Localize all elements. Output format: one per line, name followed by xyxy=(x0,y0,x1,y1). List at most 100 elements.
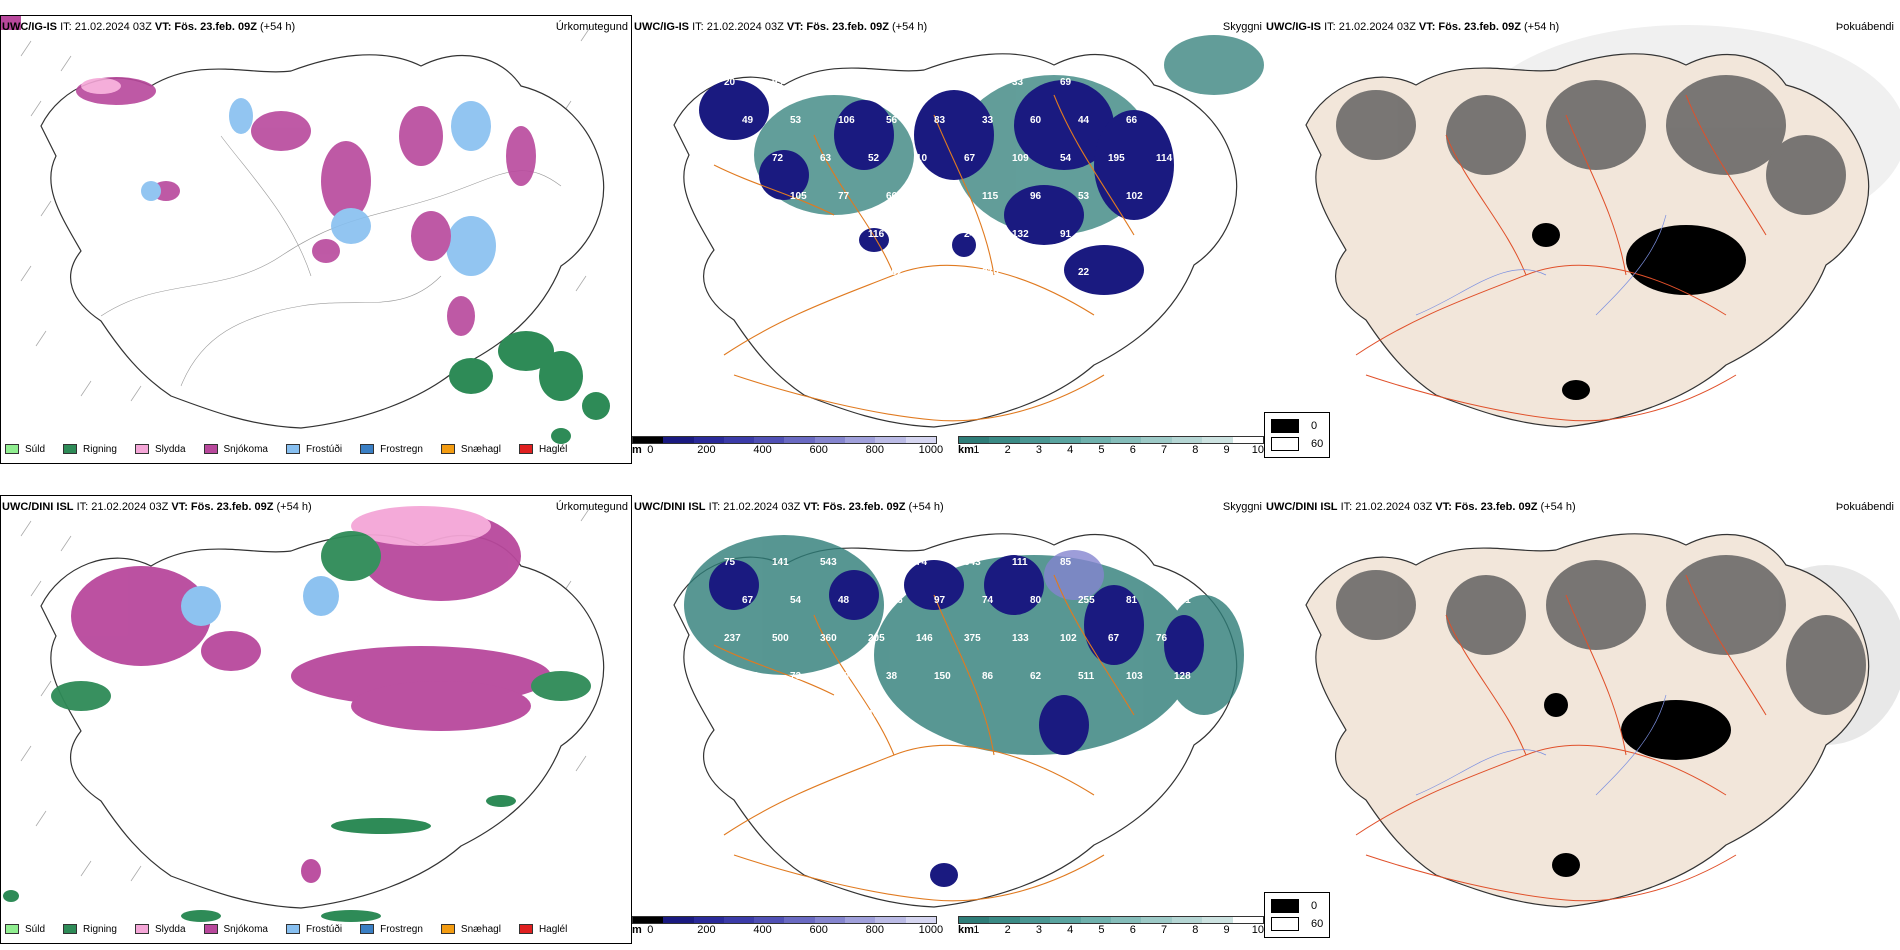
visibility-value: 33 xyxy=(1012,77,1024,88)
visibility-value: 543 xyxy=(820,557,837,568)
valid-time-label: VT: xyxy=(786,21,804,33)
visibility-value: 66 xyxy=(1126,115,1138,126)
legend-item: Rigning xyxy=(63,444,117,455)
colorbar-segment xyxy=(663,917,694,923)
m-ticks: m 0 200 400 600 800 1000 xyxy=(632,444,943,458)
scale-tick: 3 xyxy=(1035,924,1042,936)
visibility-value: 88 xyxy=(1156,77,1168,88)
visibility-value: 103 xyxy=(1126,671,1143,682)
visibility-value: 81 xyxy=(1108,557,1120,568)
legend-item: Snjókoma xyxy=(203,923,268,935)
scale-tick: 400 xyxy=(753,924,772,936)
legend-swatch xyxy=(203,444,218,454)
legend-label: Rigning xyxy=(83,923,117,935)
visibility-value: 81 xyxy=(1126,595,1138,606)
valid-time: Fös. 23.feb. 09Z xyxy=(822,501,906,513)
scale-tick: 4 xyxy=(1067,444,1074,456)
visibility-value: 66 xyxy=(886,191,898,202)
colorbar-segment xyxy=(1050,917,1081,923)
legend-label: Súld xyxy=(25,923,46,935)
visibility-value: 93 xyxy=(772,77,784,88)
legend-swatch xyxy=(5,924,19,934)
legend-swatch xyxy=(203,924,218,934)
init-time: IT: 21.02.2024 03Z xyxy=(76,501,169,513)
visibility-value: 48 xyxy=(838,595,850,606)
visibility-value: 111 xyxy=(1012,557,1028,568)
scale-tick: 8 xyxy=(1192,444,1199,456)
visibility-value: 131 xyxy=(916,229,933,240)
fog-legend-label: 0 xyxy=(1311,420,1318,432)
scale-tick: 600 xyxy=(809,924,828,936)
scale-tick: 6 xyxy=(1129,924,1136,936)
lead-time: (+54 h) xyxy=(1524,21,1560,33)
colorbar-segment xyxy=(1111,917,1142,923)
legend-swatch xyxy=(63,924,78,934)
m-colorbar xyxy=(632,436,937,444)
legend-item: Snæhagl xyxy=(440,923,501,935)
visibility-value: 69 xyxy=(1174,115,1186,126)
colorbar-segment xyxy=(875,917,906,923)
visibility-value: 102 xyxy=(1060,633,1077,644)
visibility-value: 69 xyxy=(1060,77,1072,88)
model-name: UWC/IG-IS xyxy=(634,21,689,33)
init-time: IT: 21.02.2024 03Z xyxy=(60,21,152,33)
visibility-value: 210 xyxy=(982,267,999,278)
colorbar-segment xyxy=(959,437,990,443)
visibility-value: 72 xyxy=(724,153,736,164)
legend-item: Haglél xyxy=(518,923,568,935)
visibility-value: 49 xyxy=(742,115,754,126)
legend-label: Haglél xyxy=(538,923,568,935)
visibility-value: 71 xyxy=(820,77,832,88)
fog-legend-row: 0 xyxy=(1271,897,1323,915)
colorbar-segment xyxy=(1141,437,1172,443)
init-time: IT: 21.02.2024 03Z xyxy=(708,501,801,513)
visibility-value: 54 xyxy=(790,595,802,606)
legend-item: Frostregn xyxy=(360,444,423,455)
legend-label: Slydda xyxy=(154,923,186,935)
visibility-value: 63 xyxy=(820,153,832,164)
colorbar-segment xyxy=(989,437,1020,443)
colorbar-segment xyxy=(814,917,846,923)
visibility-value: 77 xyxy=(838,191,850,202)
visibility-value: 109 xyxy=(838,671,855,682)
legend-label: Súld xyxy=(25,443,46,455)
valid-time: Fös. 23.feb. 09Z xyxy=(1454,501,1538,513)
colorbar-segment xyxy=(1171,437,1203,443)
visibility-value: 56 xyxy=(886,115,898,126)
visibility-value: 106 xyxy=(838,115,855,126)
visibility-map-top: 20 93 71 11 101 102 33 69 41 88 49 53 106 56 83 33 60 44 6… xyxy=(673,35,1264,428)
visibility-value: 74 xyxy=(982,595,994,606)
legend-item: Frostúði xyxy=(285,444,342,455)
colorbar-segment xyxy=(693,437,724,443)
colorbar-segment xyxy=(784,917,815,923)
scale-tick: 600 xyxy=(809,444,828,456)
colorbar-segment xyxy=(814,437,846,443)
fog-legend-swatch xyxy=(1271,899,1299,913)
scale-tick: 6 xyxy=(1129,444,1136,456)
visibility-panel-top: 20 93 71 11 101 102 33 69 41 88 49 53 106 56 83 33 60 44 6… xyxy=(634,15,1264,464)
fog-panel-bottom xyxy=(1266,495,1900,944)
scale-tick: 0 xyxy=(647,444,654,456)
km-colorbar xyxy=(958,916,1264,924)
panel-title: Úrkomutegund xyxy=(555,21,628,33)
legend-label: Snjókoma xyxy=(223,923,268,935)
visibility-value: 20 xyxy=(724,77,736,88)
visibility-map-bottom: 75 141 543 92 74 543 111 85 81 83 67 54 48 216 97 74 80 2… xyxy=(673,533,1244,908)
legend-item: Slydda xyxy=(134,923,186,935)
fog-legend-swatch xyxy=(1271,419,1299,433)
legend-label: Slydda xyxy=(154,443,186,455)
legend-label: Snæhagl xyxy=(460,923,501,935)
model-name: UWC/IG-IS xyxy=(1266,21,1321,33)
scale-tick: 400 xyxy=(753,444,772,456)
lead-time: (+54 h) xyxy=(1540,501,1576,513)
legend-label: Frostregn xyxy=(380,923,423,935)
scale-tick: 3 xyxy=(1035,444,1042,456)
scale-tick: 200 xyxy=(697,924,716,936)
visibility-value: 53 xyxy=(790,115,802,126)
fog-map-bottom xyxy=(1305,533,1900,908)
visibility-value: 128 xyxy=(1174,671,1191,682)
visibility-value: 245 xyxy=(964,229,981,240)
colorbar-segment xyxy=(693,917,724,923)
model-name: UWC/IG-IS xyxy=(2,21,57,33)
header-top-precip: UWC/IG-IS IT: 21.02.2024 03Z VT: Fös. 23… xyxy=(2,20,630,34)
